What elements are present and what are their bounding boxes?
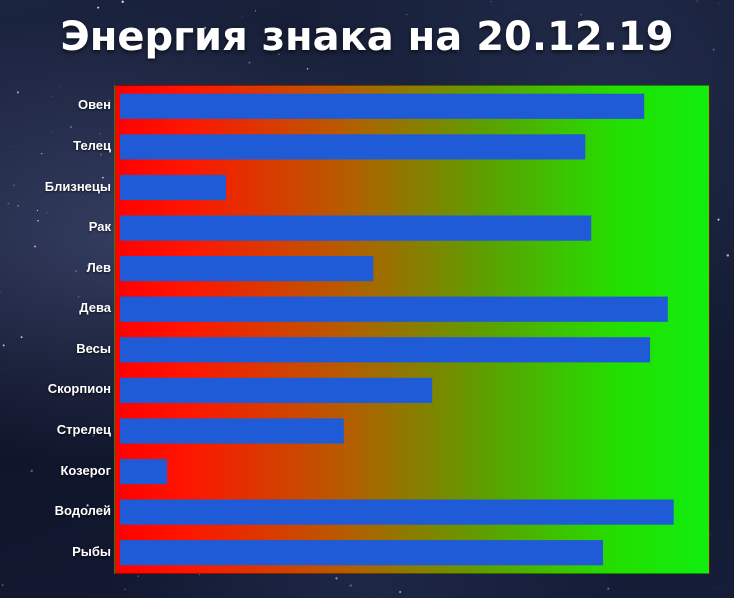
star: [2, 344, 5, 347]
star: [607, 587, 610, 590]
star: [92, 434, 95, 437]
category-label: Скорпион: [47, 381, 111, 397]
star: [362, 30, 364, 32]
star: [17, 204, 20, 207]
star: [40, 152, 43, 155]
star: [51, 96, 53, 97]
star: [696, 0, 698, 2]
star: [198, 573, 201, 576]
category-label: Телец: [73, 137, 111, 153]
category-label: Близнецы: [44, 178, 111, 194]
star: [74, 270, 77, 273]
star: [718, 2, 719, 4]
star: [87, 185, 89, 187]
star: [0, 290, 1, 292]
star: [16, 91, 19, 94]
chart-title: Энергия знака на 20.12.19: [60, 14, 674, 60]
category-label: Водолей: [54, 503, 111, 519]
star: [315, 39, 316, 41]
star: [406, 13, 408, 15]
bar-9: [120, 459, 168, 485]
plot-area: [114, 85, 710, 574]
bar-7: [120, 377, 433, 403]
star: [580, 13, 582, 16]
star: [51, 132, 53, 133]
star: [715, 105, 716, 107]
star: [9, 146, 11, 148]
star: [86, 504, 89, 507]
star: [123, 22, 125, 23]
star: [306, 67, 309, 70]
star: [710, 533, 712, 535]
star: [248, 61, 251, 64]
star: [278, 53, 280, 55]
star: [69, 125, 72, 129]
bar-5: [120, 296, 668, 322]
star: [121, 0, 124, 3]
star: [712, 48, 715, 51]
star: [454, 59, 456, 60]
star: [457, 50, 459, 53]
bar-8: [120, 418, 344, 444]
star: [97, 432, 100, 434]
bar-3: [120, 215, 592, 241]
bar-4: [120, 256, 374, 282]
star: [99, 153, 102, 156]
star: [490, 1, 492, 3]
bar-1: [120, 134, 586, 160]
bar-11: [120, 540, 603, 566]
star: [321, 43, 325, 47]
star: [128, 28, 131, 32]
star: [137, 575, 139, 577]
star: [1, 584, 4, 586]
star: [34, 245, 36, 248]
category-label: Весы: [76, 340, 111, 356]
star: [204, 26, 207, 29]
category-label: Козерог: [60, 462, 111, 478]
category-label: Рыбы: [72, 543, 111, 559]
star: [36, 209, 38, 211]
star: [349, 584, 353, 587]
category-label: Стрелец: [56, 422, 111, 437]
star: [649, 27, 652, 30]
bars-svg: [120, 93, 674, 566]
star: [108, 99, 110, 101]
bar-6: [120, 337, 651, 363]
star: [101, 176, 104, 179]
star: [579, 81, 581, 83]
star: [7, 202, 10, 205]
star: [90, 473, 93, 476]
star: [37, 219, 39, 222]
star: [726, 254, 730, 257]
star: [56, 526, 57, 528]
category-label: Овен: [77, 97, 111, 113]
star: [82, 195, 84, 197]
star: [481, 45, 484, 47]
bar-2: [120, 174, 226, 201]
star: [242, 16, 243, 17]
star: [717, 218, 720, 221]
star: [516, 8, 518, 10]
star: [30, 469, 33, 473]
category-label: Лев: [86, 259, 111, 275]
star: [255, 10, 256, 12]
star: [99, 133, 101, 135]
category-label: Рак: [88, 219, 111, 234]
star: [87, 264, 90, 267]
bar-10: [120, 499, 674, 525]
star: [97, 6, 100, 9]
star: [399, 591, 401, 593]
star: [335, 577, 338, 580]
star: [20, 336, 23, 339]
category-axis: Овен Телец Близнецы Рак Лев Дева Весы Скорпион С…: [0, 85, 111, 572]
star: [13, 184, 15, 187]
star: [716, 587, 718, 589]
star: [46, 212, 48, 214]
star: [77, 296, 80, 298]
star: [59, 85, 61, 87]
category-label: Дева: [79, 300, 111, 316]
bar-0: [120, 93, 645, 119]
star: [214, 73, 216, 75]
star: [124, 588, 126, 591]
